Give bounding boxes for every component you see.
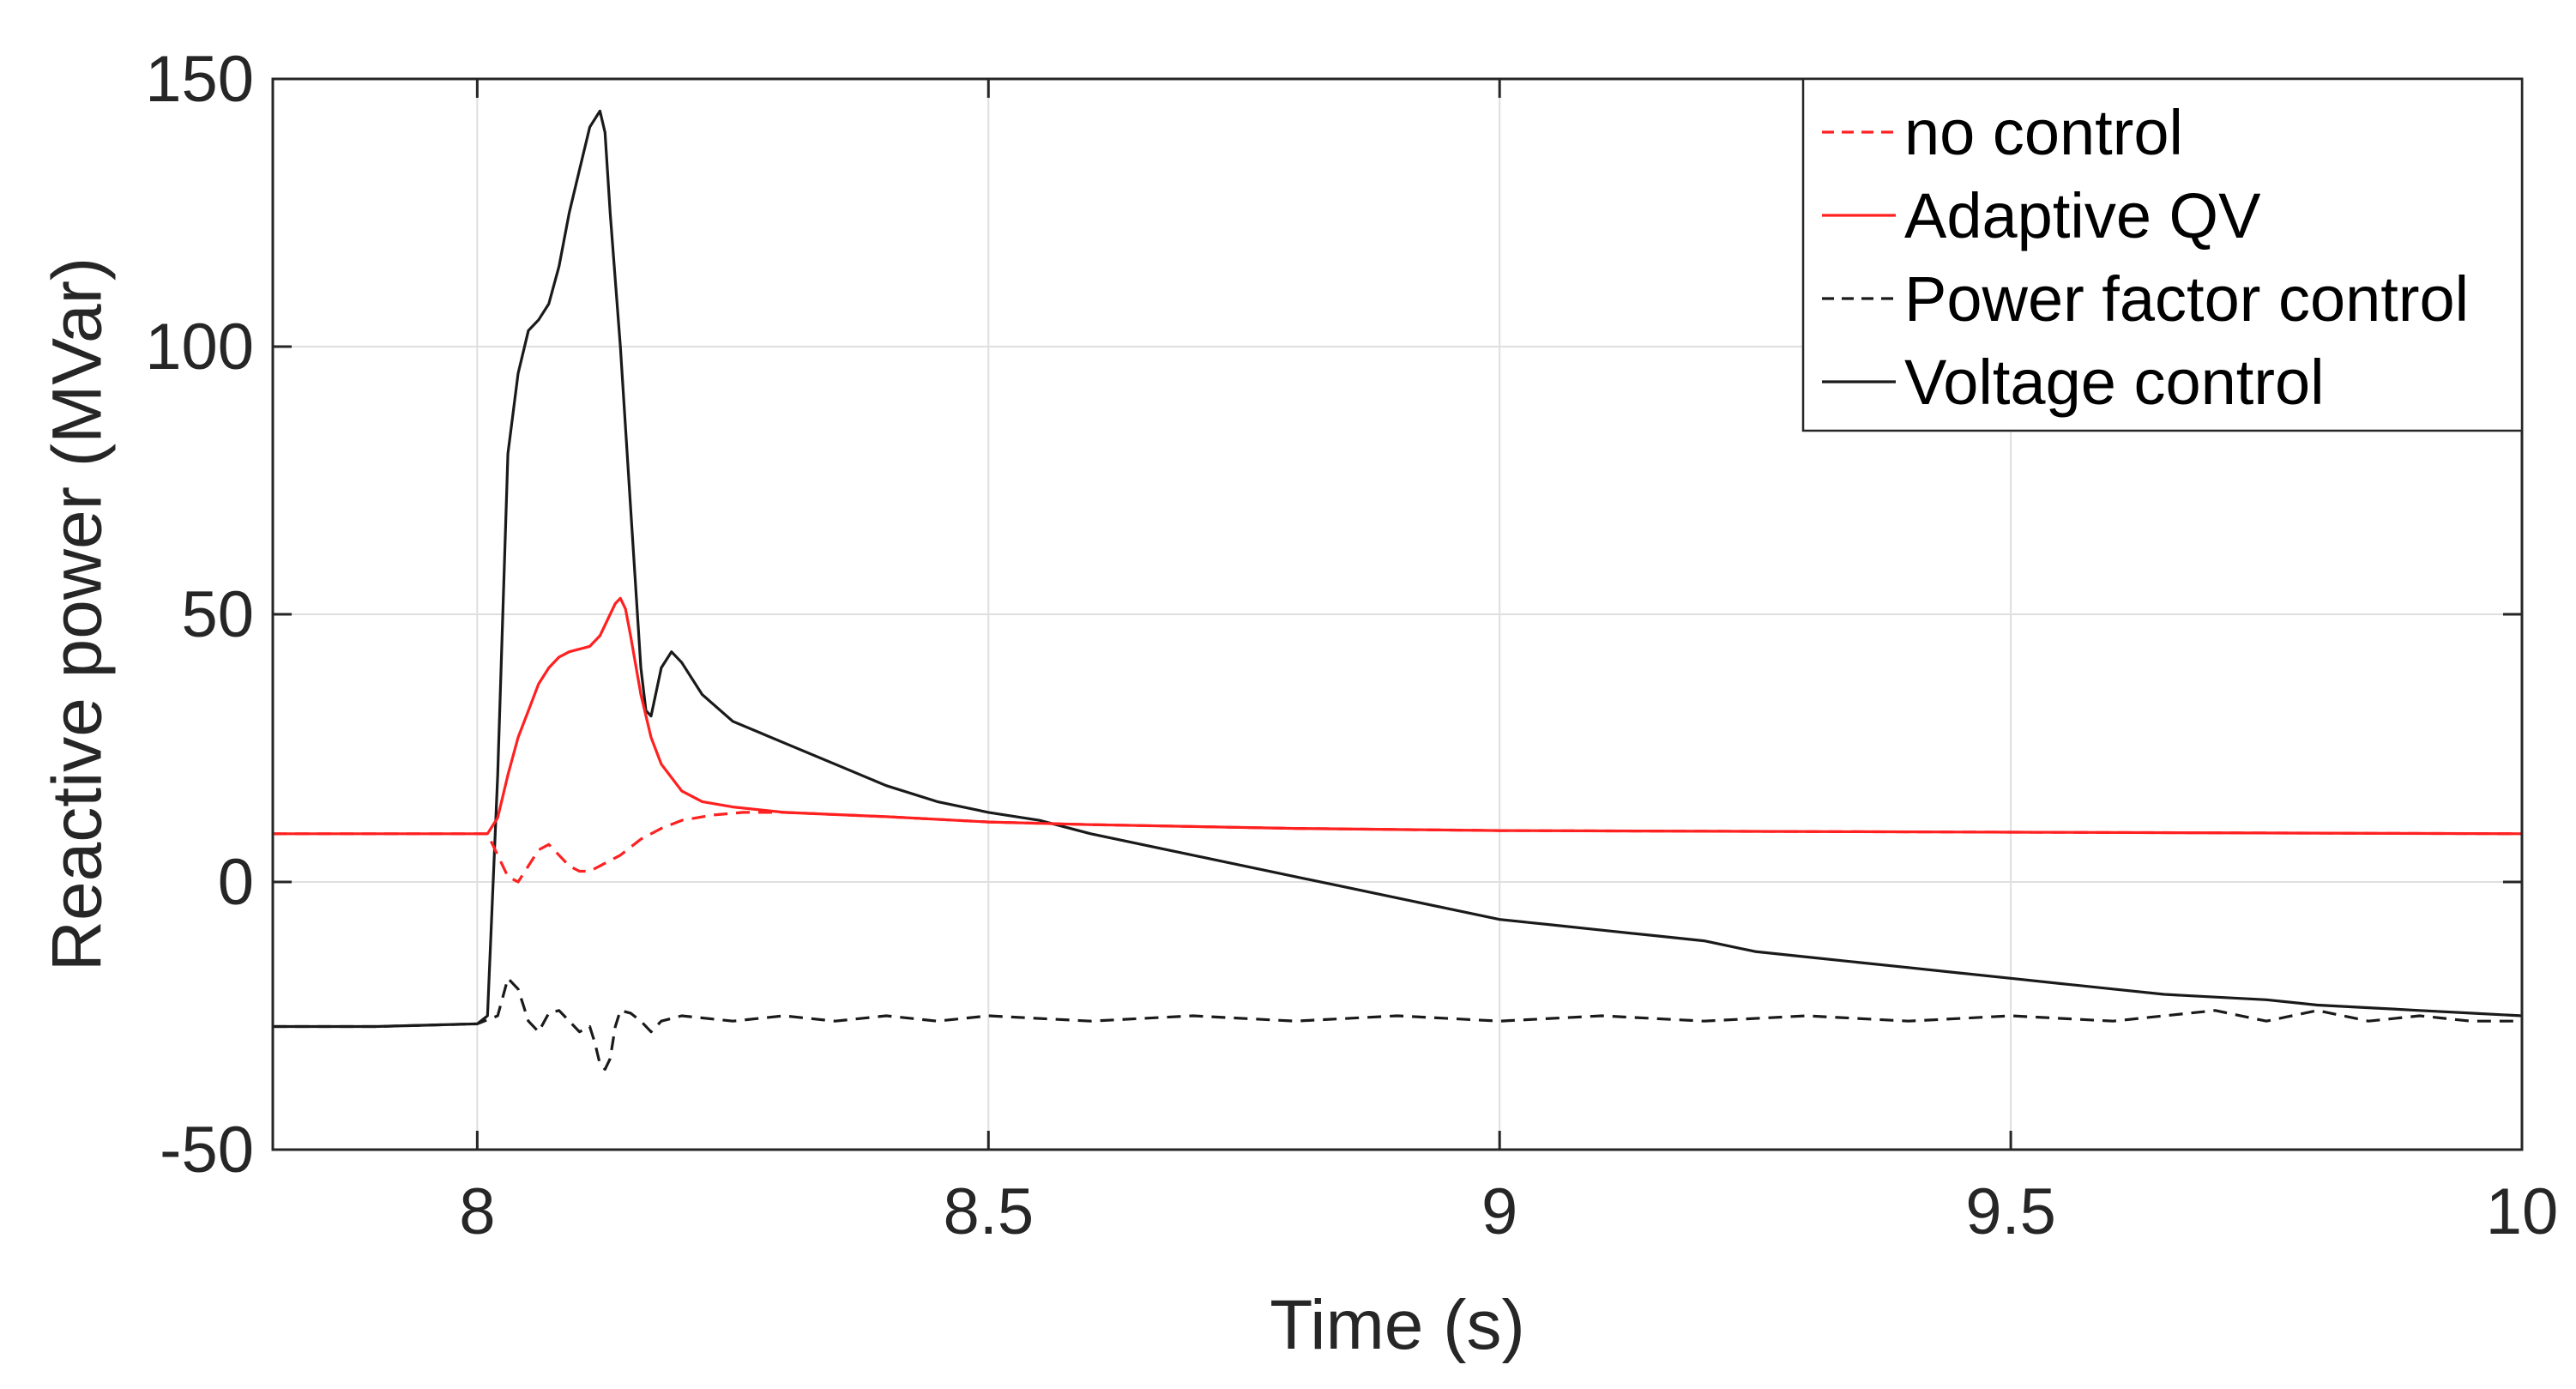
- y-tick-label: 0: [218, 846, 254, 919]
- legend-items: no control Adaptive QV Power factor contro…: [1822, 97, 2469, 418]
- x-tick-label: 8: [459, 1175, 495, 1248]
- y-axis-label: Reactive power (MVar): [39, 257, 117, 971]
- legend: no control Adaptive QV Power factor contro…: [1801, 77, 2524, 432]
- legend-label: Power factor control: [1904, 263, 2469, 335]
- series-line: [273, 109, 2523, 1029]
- series-line: [273, 976, 2522, 1071]
- y-tick-label: -50: [160, 1114, 254, 1187]
- series-group: [273, 109, 2523, 1071]
- x-tick-label: 8.5: [943, 1175, 1034, 1248]
- series-line: [273, 596, 2523, 836]
- y-tick-label: 150: [145, 43, 254, 116]
- x-tick-label: 9.5: [1965, 1175, 2056, 1248]
- x-tick-label: 9: [1481, 1175, 1517, 1248]
- legend-label: Adaptive QV: [1904, 180, 2261, 251]
- x-tick-label: 10: [2486, 1175, 2559, 1248]
- legend-box: [1801, 77, 2524, 432]
- legend-label: Voltage control: [1904, 347, 2325, 418]
- y-tick-label: 100: [145, 311, 254, 383]
- legend-label: no control: [1904, 97, 2183, 168]
- ticks: 8 8.5 9 9.5 10 -50 0 50 100 150: [145, 43, 2558, 1248]
- y-tick-label: 50: [181, 578, 254, 651]
- series-line: [273, 811, 2523, 884]
- x-axis-label: Time (s): [1270, 1286, 1525, 1364]
